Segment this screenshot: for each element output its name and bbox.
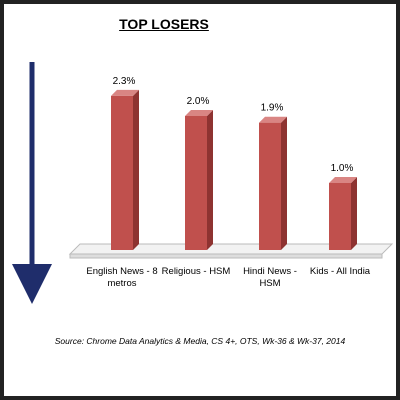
bar-top	[185, 110, 213, 116]
bar	[185, 116, 207, 250]
floor-front	[69, 253, 383, 259]
x-tick-label: English News - 8 metros	[86, 266, 158, 289]
bar	[259, 122, 281, 250]
chart: 2.3% 2.0% 1.9% 1.0%	[12, 62, 394, 304]
bar-top	[111, 89, 139, 96]
value-label: 1.9%	[261, 103, 284, 114]
x-tick-label: Kids - All India	[309, 266, 371, 277]
bar-side	[281, 116, 287, 250]
bar	[111, 95, 133, 251]
bar	[329, 183, 351, 250]
bar-top	[329, 177, 357, 183]
value-label: 2.0%	[187, 96, 210, 107]
value-label: 2.3%	[113, 76, 136, 87]
value-label: 1.0%	[331, 163, 354, 174]
chart-title: TOP LOSERS	[119, 16, 209, 32]
x-tick-label: Hindi News - HSM	[243, 266, 297, 289]
bar-side	[207, 110, 213, 250]
x-tick-label: Religious - HSM	[161, 266, 231, 277]
bar-side	[351, 177, 357, 250]
bar-top	[259, 116, 287, 123]
bar-side	[133, 89, 139, 251]
source-note: Source: Chrome Data Analytics & Media, C…	[54, 336, 346, 346]
